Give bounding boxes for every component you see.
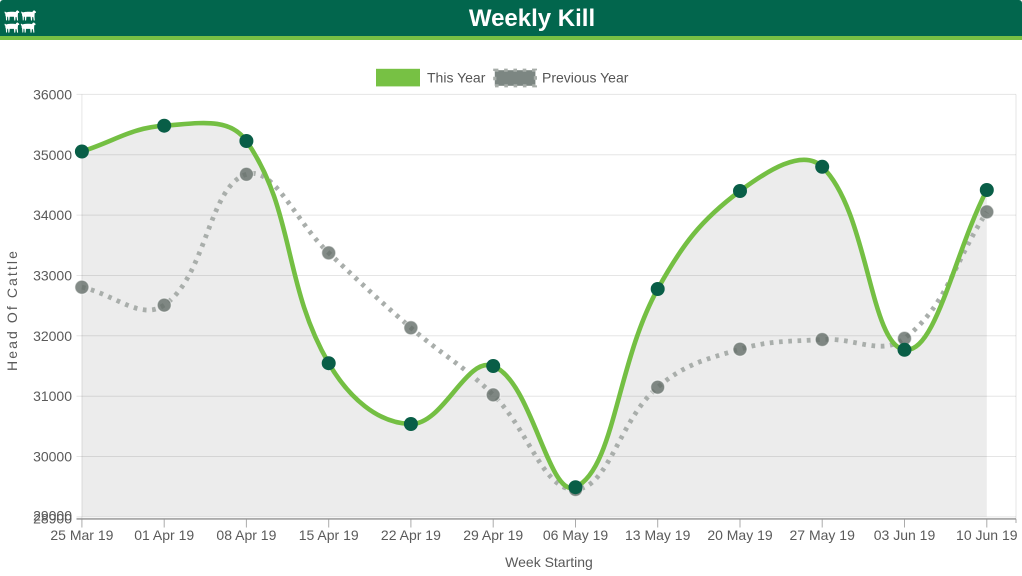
svg-text:03 Jun 19: 03 Jun 19	[874, 527, 936, 543]
svg-text:35000: 35000	[33, 147, 72, 163]
svg-text:Head Of Cattle: Head Of Cattle	[4, 249, 20, 371]
svg-text:32000: 32000	[33, 328, 72, 344]
svg-text:34000: 34000	[33, 207, 72, 223]
svg-text:29 Apr 19: 29 Apr 19	[463, 527, 523, 543]
svg-text:31000: 31000	[33, 388, 72, 404]
svg-text:29000: 29000	[33, 508, 72, 524]
svg-text:33000: 33000	[33, 268, 72, 284]
svg-text:Week Starting: Week Starting	[505, 554, 593, 570]
svg-text:15 Apr 19: 15 Apr 19	[299, 527, 359, 543]
svg-text:10 Jun 19: 10 Jun 19	[956, 527, 1018, 543]
svg-text:13 May 19: 13 May 19	[625, 527, 691, 543]
svg-text:22 Apr 19: 22 Apr 19	[381, 527, 441, 543]
svg-text:06 May 19: 06 May 19	[543, 527, 609, 543]
svg-text:36000: 36000	[33, 86, 72, 102]
svg-text:30000: 30000	[33, 449, 72, 465]
svg-text:20 May 19: 20 May 19	[707, 527, 773, 543]
svg-text:25 Mar 19: 25 Mar 19	[50, 527, 113, 543]
svg-text:08 Apr 19: 08 Apr 19	[216, 527, 276, 543]
svg-text:27 May 19: 27 May 19	[790, 527, 856, 543]
svg-text:28900: 28900	[33, 511, 72, 527]
svg-text:This Year: This Year	[427, 70, 486, 86]
svg-text:01 Apr 19: 01 Apr 19	[134, 527, 194, 543]
svg-text:Previous Year: Previous Year	[542, 70, 629, 86]
